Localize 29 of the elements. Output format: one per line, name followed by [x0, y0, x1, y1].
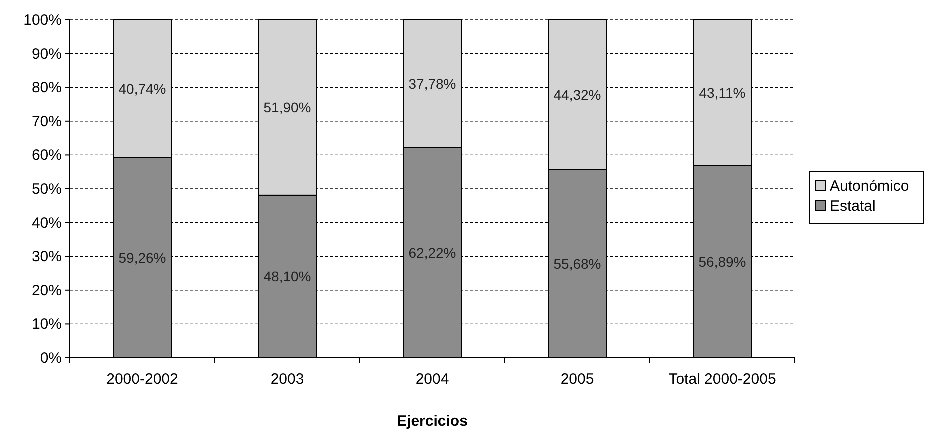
- data-label: 37,78%: [408, 76, 456, 92]
- y-tick-label: 40%: [32, 214, 62, 232]
- data-label: 44,32%: [554, 86, 602, 103]
- data-label: 62,22%: [408, 244, 456, 261]
- legend-label: Estatal: [830, 198, 876, 215]
- data-label: 51,90%: [264, 100, 312, 116]
- x-tick-label: Total 2000-2005: [668, 371, 776, 388]
- y-tick-label: 50%: [32, 181, 62, 198]
- y-tick-label: 60%: [32, 147, 62, 164]
- x-tick-label: 2003: [270, 371, 304, 388]
- y-tick-label: 80%: [32, 80, 62, 97]
- data-label: 55,68%: [554, 256, 602, 272]
- y-tick-label: 90%: [32, 46, 62, 63]
- data-label: 59,26%: [118, 250, 166, 266]
- data-label: 56,89%: [698, 254, 746, 270]
- data-label: 40,74%: [118, 80, 166, 97]
- x-tick-label: 2004: [416, 371, 450, 388]
- data-label: 43,11%: [699, 84, 746, 101]
- y-tick-label: 100%: [24, 12, 62, 29]
- y-tick-label: 0%: [40, 350, 62, 367]
- y-tick-label: 10%: [32, 316, 62, 334]
- legend-label: Autonómico: [830, 178, 910, 195]
- x-axis-title: Ejercicios: [397, 413, 468, 430]
- x-tick-label: 2000-2002: [106, 371, 178, 388]
- data-label: 48,10%: [264, 268, 312, 285]
- y-tick-label: 20%: [32, 282, 62, 300]
- x-tick-label: 2005: [560, 371, 594, 388]
- y-tick-label: 30%: [32, 248, 62, 266]
- y-tick-label: 70%: [32, 113, 62, 130]
